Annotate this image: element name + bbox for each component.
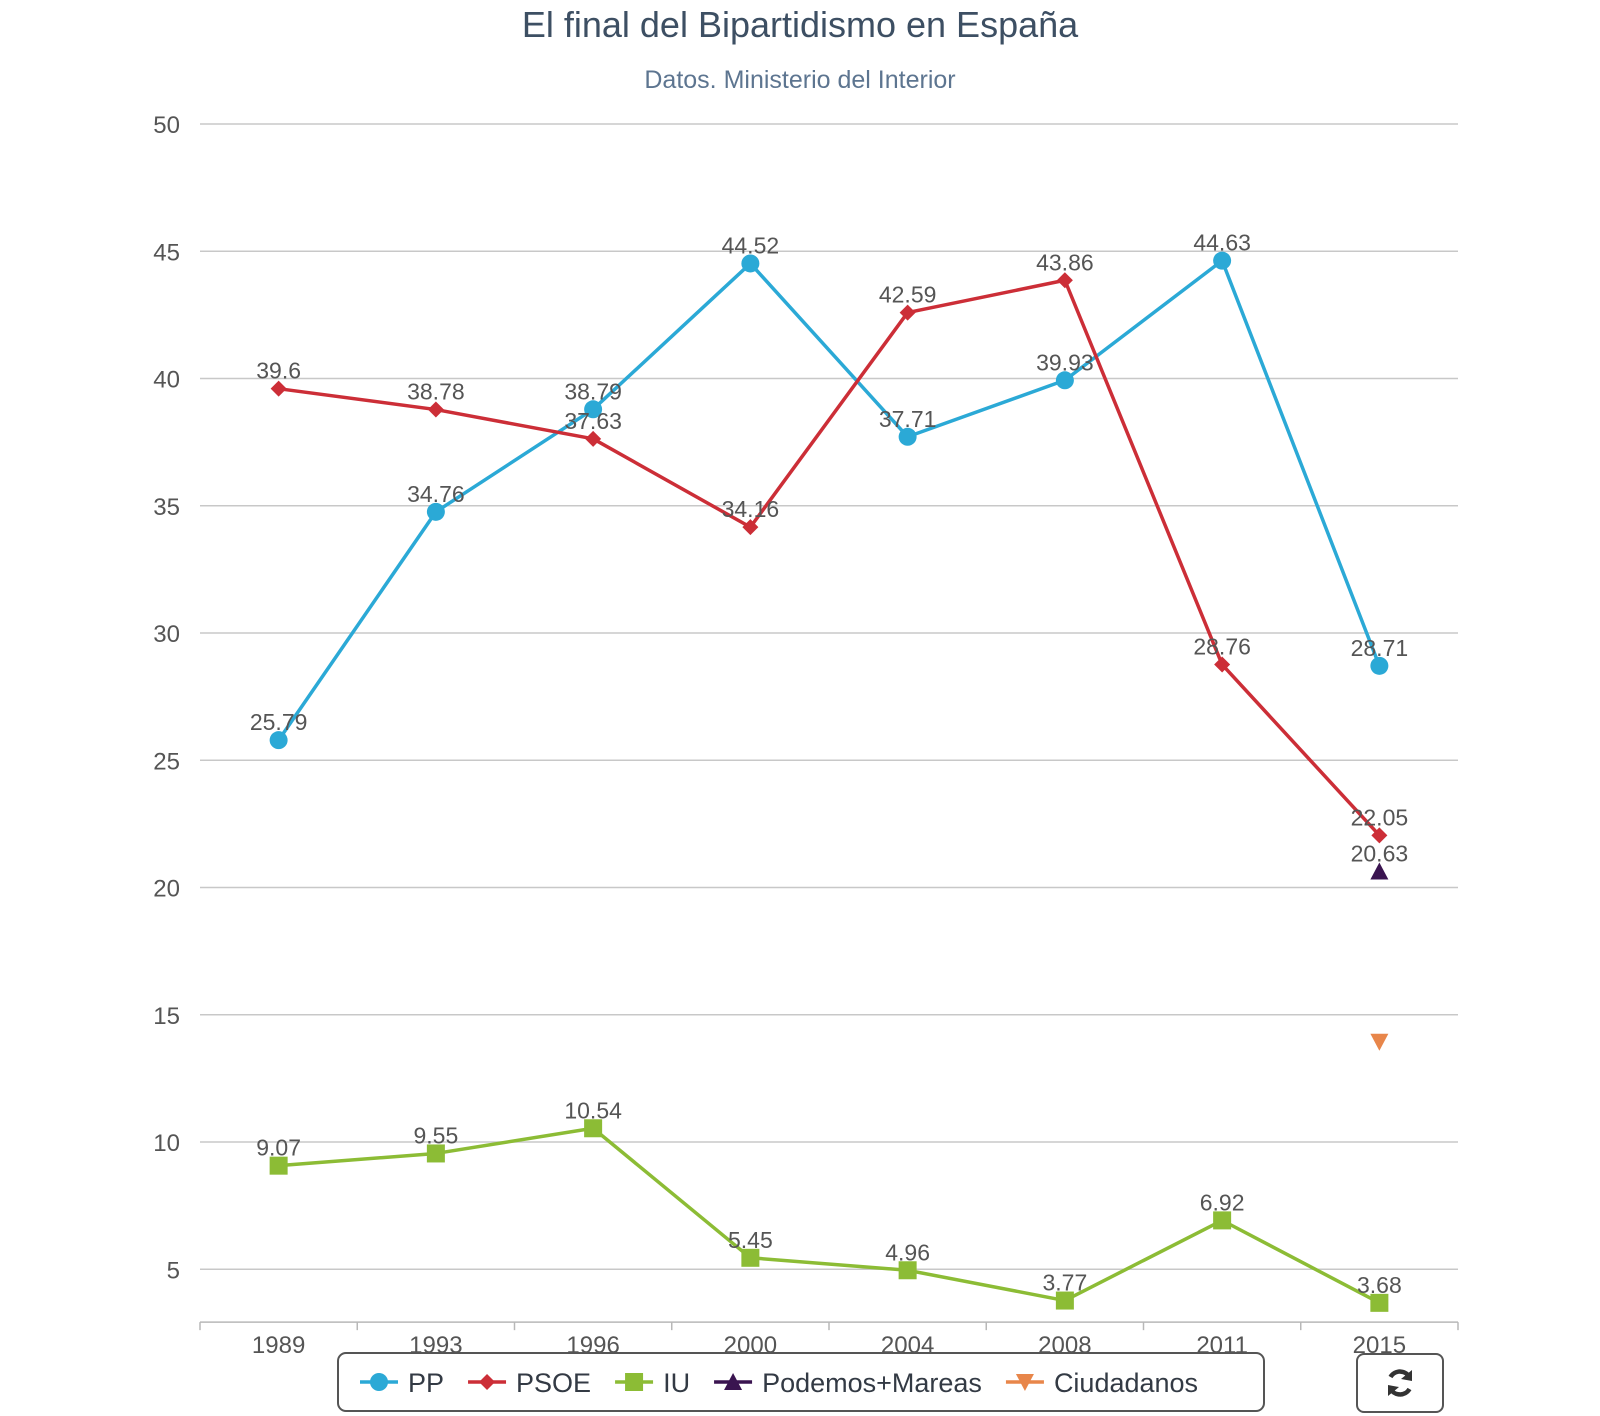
data-label-iu: 6.92 [1200, 1189, 1245, 1215]
legend-item-pp[interactable]: PP [360, 1368, 444, 1398]
legend-items: PP PSOE IU Podemos+Mareas Ciudadanos [360, 1368, 1198, 1398]
series-psoe [270, 272, 1388, 844]
legend-label-psoe: PSOE [516, 1368, 591, 1398]
legend-symbol-psoe [479, 1374, 496, 1390]
data-labels: 25.79 34.76 38.79 44.52 37.71 39.93 44.63 28.71… [250, 230, 1408, 1298]
series-group [269, 251, 1389, 1312]
legend-label-pp: PP [408, 1368, 444, 1398]
data-point-pp [1213, 251, 1232, 270]
y-tick-label: 20 [153, 876, 180, 903]
data-label-psoe: 38.78 [407, 379, 465, 405]
data-point-pp [741, 254, 760, 273]
series-podemos-mareas [1370, 862, 1389, 880]
data-label-psoe: 39.6 [256, 358, 301, 384]
refresh-button[interactable] [1356, 1353, 1444, 1413]
legend-box [337, 1352, 1265, 1412]
data-point-iu [1213, 1211, 1232, 1230]
y-tick-label: 15 [153, 1003, 180, 1030]
series-pp [269, 251, 1389, 750]
legend-label-iu: IU [663, 1368, 690, 1398]
data-point-podemos-mareas [1370, 862, 1389, 880]
data-point-iu [741, 1248, 760, 1267]
series-ciudadanos [1370, 1033, 1389, 1051]
y-tick-label: 5 [167, 1257, 180, 1284]
y-tick-label: 25 [153, 748, 180, 775]
y-axis: 50 45 40 35 30 25 20 15 10 5 [153, 112, 180, 1284]
data-point-psoe [742, 519, 759, 536]
series-line-iu [278, 1126, 1381, 1305]
data-point-iu [269, 1156, 288, 1175]
data-label-psoe: 43.86 [1036, 249, 1094, 275]
y-tick-label: 10 [153, 1130, 180, 1157]
data-point-pp [1055, 371, 1074, 390]
data-label-pp: 39.93 [1036, 349, 1094, 375]
data-label-psoe: 42.59 [879, 282, 937, 308]
data-point-psoe [427, 401, 444, 418]
legend-item-podemos-mareas[interactable]: Podemos+Mareas [714, 1368, 982, 1398]
grid-lines [200, 123, 1458, 1270]
data-point-iu [426, 1144, 445, 1163]
legend-symbol-pp [370, 1373, 388, 1391]
data-point-iu [898, 1261, 917, 1280]
legend: PP PSOE IU Podemos+Mareas Ciudadanos [337, 1352, 1265, 1412]
legend-symbol-ciudadanos [1015, 1374, 1034, 1391]
series-iu [269, 1119, 1389, 1312]
y-tick-label: 40 [153, 367, 180, 394]
data-point-pp [1370, 656, 1389, 675]
data-point-iu [584, 1119, 603, 1138]
legend-item-psoe[interactable]: PSOE [468, 1368, 591, 1398]
data-point-psoe [1214, 656, 1231, 673]
data-label-pp: 34.76 [407, 481, 465, 507]
data-label-psoe: 22.05 [1351, 804, 1409, 830]
data-point-pp [426, 502, 445, 521]
data-label-podemos-mareas: 20.63 [1351, 840, 1409, 866]
legend-label-ciudadanos: Ciudadanos [1054, 1368, 1198, 1398]
data-label-pp: 25.79 [250, 709, 308, 735]
data-label-pp: 44.52 [722, 232, 780, 258]
data-label-pp: 44.63 [1193, 230, 1251, 256]
data-point-pp [269, 731, 288, 750]
data-label-iu: 4.96 [885, 1239, 930, 1265]
series-line-psoe [278, 278, 1381, 837]
data-point-pp [584, 400, 603, 419]
data-label-pp: 28.71 [1351, 635, 1409, 661]
data-label-psoe: 37.63 [564, 408, 622, 434]
data-point-psoe [585, 430, 602, 447]
series-line-pp [277, 258, 1382, 742]
data-point-iu [1370, 1293, 1389, 1312]
y-tick-label: 35 [153, 494, 180, 521]
legend-symbol-iu [625, 1373, 644, 1391]
legend-item-iu[interactable]: IU [615, 1368, 690, 1398]
data-point-psoe [899, 304, 916, 321]
chart-title: El final del Bipartidismo en España [522, 4, 1079, 45]
legend-label-podemos-mareas: Podemos+Mareas [762, 1368, 982, 1398]
x-tick-label: 1989 [252, 1332, 305, 1359]
data-label-iu: 3.68 [1357, 1272, 1402, 1298]
data-point-psoe [1371, 827, 1388, 844]
data-point-ciudadanos [1370, 1033, 1389, 1051]
legend-symbol-podemos-mareas [724, 1373, 743, 1390]
legend-item-ciudadanos[interactable]: Ciudadanos [1005, 1368, 1198, 1398]
y-tick-label: 50 [153, 112, 180, 139]
y-tick-label: 45 [153, 239, 180, 266]
data-point-psoe [1056, 272, 1073, 289]
data-point-pp [898, 427, 917, 446]
data-label-pp: 38.79 [564, 378, 622, 404]
data-label-iu: 9.07 [256, 1135, 301, 1161]
y-tick-label: 30 [153, 621, 180, 648]
data-label-iu: 10.54 [564, 1097, 622, 1123]
data-label-pp: 37.71 [879, 406, 937, 432]
data-label-psoe: 28.76 [1193, 634, 1251, 660]
chart-subtitle: Datos. Ministerio del Interior [644, 66, 955, 94]
data-point-psoe [270, 380, 287, 397]
data-label-iu: 5.45 [728, 1227, 773, 1253]
data-label-iu: 9.55 [413, 1122, 458, 1148]
data-label-iu: 3.77 [1042, 1270, 1087, 1296]
data-point-iu [1055, 1291, 1074, 1310]
data-label-psoe: 34.16 [722, 496, 780, 522]
refresh-icon [1387, 1369, 1413, 1397]
